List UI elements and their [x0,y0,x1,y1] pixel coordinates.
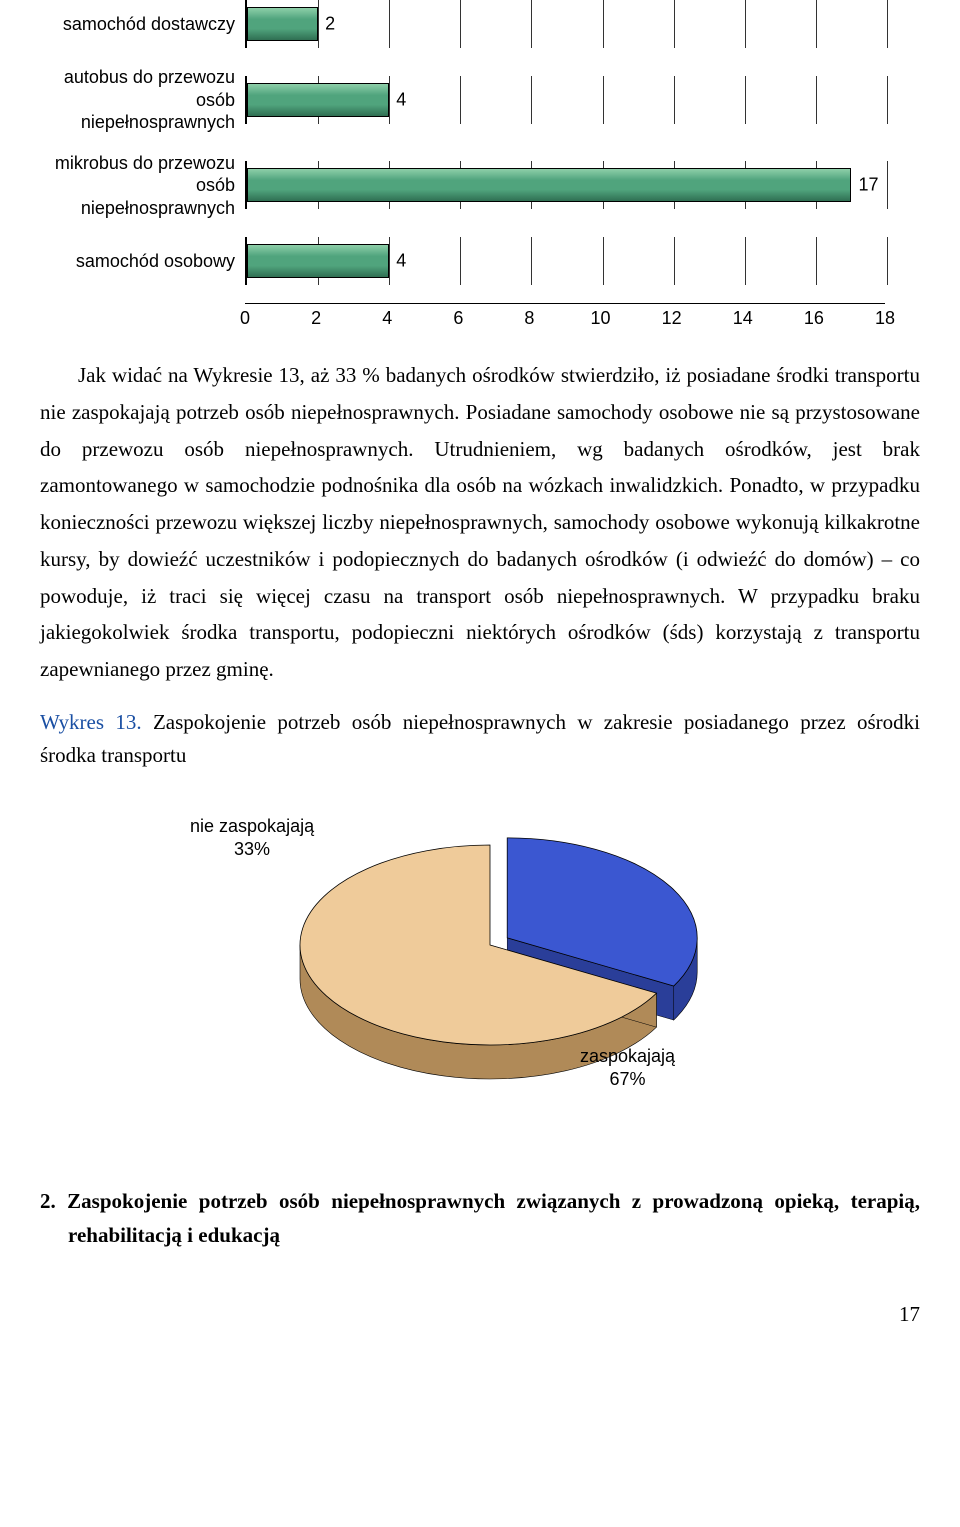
gridline [389,237,390,285]
caption-prefix: Wykres 13. [40,710,142,734]
gridline [887,237,888,285]
bar-track: 4 [245,76,885,124]
pie-label-text: nie zaspokajają [190,815,314,838]
caption-rest: Zaspokojenie potrzeb osób niepełnosprawn… [40,710,920,768]
gridline [745,237,746,285]
gridline [816,237,817,285]
x-tick: 16 [804,308,824,329]
gridline [531,0,532,48]
pie-label-yes: zaspokajają67% [580,1045,675,1092]
x-axis: 024681012141618 [245,303,885,327]
pie-chart-wrap: nie zaspokajają33% zaspokajają67% [40,795,920,1125]
x-tick: 2 [311,308,321,329]
pie-label-no: nie zaspokajają33% [190,815,314,862]
bar-category-label: samochód osobowy [40,250,245,273]
gridline [745,0,746,48]
bar-track: 2 [245,0,885,48]
gridline [816,0,817,48]
bar-value: 17 [858,175,878,196]
gridline [816,76,817,124]
bar-value: 4 [396,89,406,110]
pie-label-percent: 33% [190,838,314,861]
bar-row: samochód osobowy4 [40,237,900,285]
x-tick: 6 [453,308,463,329]
bar-track: 4 [245,237,885,285]
gridline [460,0,461,48]
bar-value: 2 [325,14,335,35]
chart-caption: Wykres 13. Zaspokojenie potrzeb osób nie… [40,706,920,773]
pie-label-text: zaspokajają [580,1045,675,1068]
paragraph-main: Jak widać na Wykresie 13, aż 33 % badany… [40,357,920,688]
gridline [674,76,675,124]
bar-track: 17 [245,161,885,209]
gridline [887,161,888,209]
gridline [674,0,675,48]
x-tick: 18 [875,308,895,329]
gridline [603,237,604,285]
gridline [603,0,604,48]
gridline [460,237,461,285]
bar-chart: samochód dostawczy2autobus do przewozu o… [40,0,900,327]
x-tick: 8 [524,308,534,329]
pie-chart: nie zaspokajają33% zaspokajają67% [160,795,800,1125]
gridline [389,0,390,48]
gridline [318,0,319,48]
bar-category-label: autobus do przewozu osób niepełnosprawny… [40,66,245,134]
bar-fill: 4 [247,83,389,117]
section-heading: 2. Zaspokojenie potrzeb osób niepełnospr… [40,1185,920,1252]
gridline [745,76,746,124]
gridline [389,76,390,124]
gridline [531,76,532,124]
x-tick: 4 [382,308,392,329]
x-tick: 10 [591,308,611,329]
gridline [887,76,888,124]
bar-fill: 4 [247,244,389,278]
bar-fill: 17 [247,168,851,202]
pie-label-percent: 67% [580,1068,675,1091]
bar-value: 4 [396,251,406,272]
bar-row: autobus do przewozu osób niepełnosprawny… [40,66,900,134]
gridline [460,76,461,124]
bar-category-label: mikrobus do przewozu osób niepełnosprawn… [40,152,245,220]
gridline [887,0,888,48]
bar-fill: 2 [247,7,318,41]
gridline [531,237,532,285]
x-tick: 12 [662,308,682,329]
bar-category-label: samochód dostawczy [40,13,245,36]
page-number: 17 [40,1302,920,1327]
gridline [603,76,604,124]
bar-row: samochód dostawczy2 [40,0,900,48]
x-tick: 14 [733,308,753,329]
bar-row: mikrobus do przewozu osób niepełnosprawn… [40,152,900,220]
x-tick: 0 [240,308,250,329]
gridline [674,237,675,285]
